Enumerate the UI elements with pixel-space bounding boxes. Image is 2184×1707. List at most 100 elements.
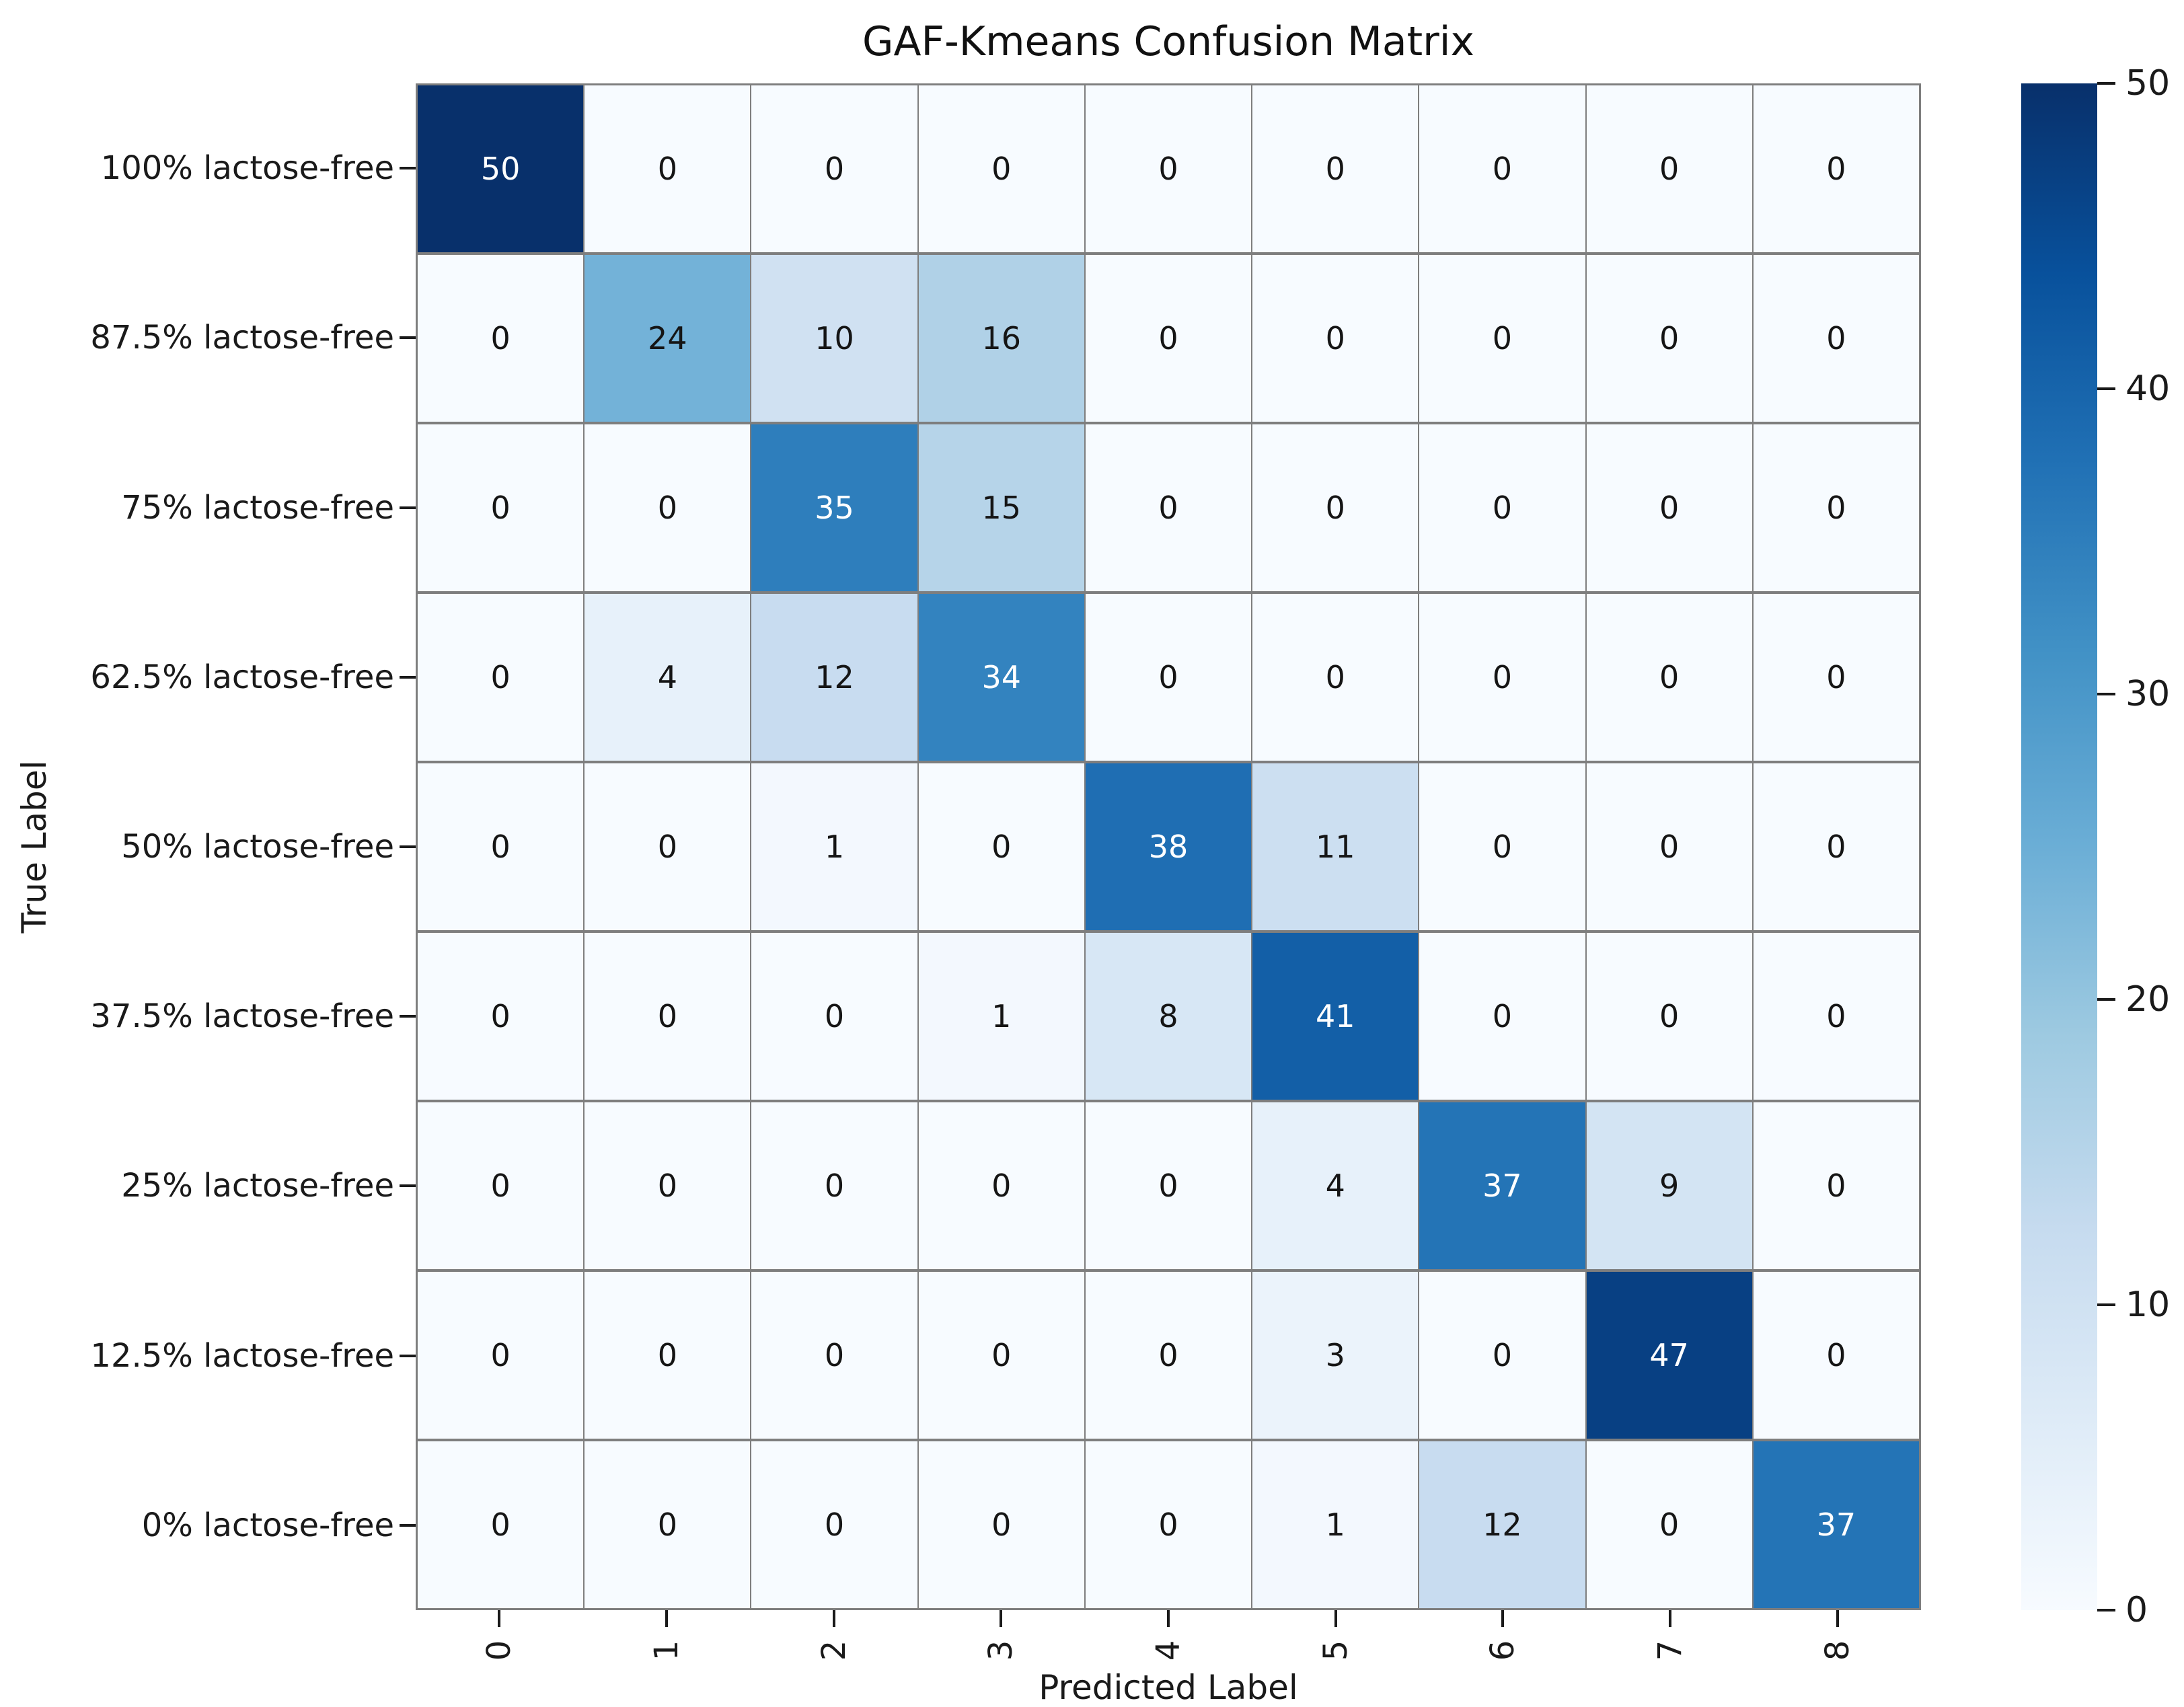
matrix-cell: 0 [1085, 255, 1252, 422]
y-tick-mark [400, 506, 416, 509]
x-tick-label: 1 [648, 1640, 685, 1661]
matrix-cell: 9 [1586, 1102, 1752, 1269]
matrix-cell: 0 [1085, 1102, 1252, 1269]
cell-value: 0 [490, 320, 511, 356]
matrix-cell: 0 [1419, 424, 1585, 591]
matrix-cell: 0 [1753, 424, 1919, 591]
cell-value: 3 [1325, 1337, 1345, 1373]
x-tick-label: 0 [480, 1640, 519, 1661]
y-tick-label: 62.5% lactose-free [90, 658, 394, 696]
matrix-cell: 0 [751, 85, 917, 252]
matrix-cell: 0 [418, 1272, 584, 1439]
matrix-cell: 0 [1419, 594, 1585, 761]
cell-value: 0 [490, 659, 511, 695]
matrix-cell: 0 [1753, 255, 1919, 422]
cell-value: 0 [657, 1168, 677, 1204]
matrix-cell: 41 [1252, 933, 1419, 1100]
y-tick-label: 50% lactose-free [121, 828, 394, 866]
matrix-cell: 0 [418, 1441, 584, 1608]
cell-value: 9 [1659, 1168, 1680, 1204]
matrix-cell: 0 [918, 1441, 1084, 1608]
y-tick-mark [400, 1354, 416, 1357]
cell-value: 24 [648, 320, 687, 356]
cell-value: 0 [657, 1507, 677, 1543]
cell-value: 8 [1158, 998, 1178, 1034]
cell-value: 0 [824, 1507, 845, 1543]
cell-value: 0 [1492, 998, 1513, 1034]
matrix-cell: 15 [918, 424, 1084, 591]
colorbar-tick-label: 10 [2125, 1285, 2171, 1325]
cell-value: 0 [991, 1168, 1012, 1204]
cell-value: 0 [1492, 490, 1513, 526]
cell-value: 0 [490, 829, 511, 865]
matrix-cell: 3 [1252, 1272, 1419, 1439]
cell-value: 0 [1325, 320, 1345, 356]
cell-value: 0 [991, 829, 1012, 865]
colorbar-gradient [2021, 83, 2097, 1610]
cell-value: 0 [1492, 151, 1513, 187]
cell-value: 0 [1158, 490, 1178, 526]
matrix-cell: 0 [1252, 85, 1419, 252]
colorbar-tick-mark [2097, 82, 2115, 85]
cell-value: 0 [1325, 490, 1345, 526]
matrix-cell: 0 [418, 255, 584, 422]
x-tick-mark [665, 1610, 668, 1627]
cell-value: 0 [1659, 659, 1680, 695]
matrix-cell: 0 [1753, 1272, 1919, 1439]
matrix-cell: 35 [751, 424, 917, 591]
matrix-cell: 37 [1419, 1102, 1585, 1269]
x-tick-mark [1836, 1610, 1839, 1627]
matrix-cell: 0 [1252, 255, 1419, 422]
chart-title: GAF-Kmeans Confusion Matrix [862, 18, 1474, 65]
cell-value: 0 [1325, 659, 1345, 695]
y-tick-label: 37.5% lactose-free [90, 997, 394, 1036]
cell-value: 1 [824, 829, 845, 865]
matrix-cell: 0 [585, 1272, 751, 1439]
matrix-cell: 4 [1252, 1102, 1419, 1269]
matrix-cell: 0 [418, 933, 584, 1100]
cell-value: 50 [480, 151, 521, 187]
x-tick-label: 2 [815, 1640, 853, 1661]
matrix-cell: 24 [585, 255, 751, 422]
matrix-cell: 4 [585, 594, 751, 761]
cell-value: 0 [1158, 1337, 1178, 1373]
matrix-cell: 0 [1419, 933, 1585, 1100]
cell-value: 12 [1482, 1507, 1522, 1543]
cell-value: 35 [815, 490, 854, 526]
cell-value: 10 [815, 320, 854, 356]
x-tick-mark [1000, 1610, 1003, 1627]
y-tick-mark [400, 1015, 416, 1018]
colorbar-tick-label: 50 [2125, 63, 2171, 104]
matrix-cell: 0 [751, 933, 917, 1100]
cell-value: 1 [1325, 1507, 1345, 1543]
matrix-cell: 0 [918, 1102, 1084, 1269]
matrix-cell: 0 [1586, 85, 1752, 252]
cell-value: 0 [657, 998, 677, 1034]
y-tick-label: 100% lactose-free [100, 149, 394, 188]
matrix-cell: 0 [1252, 424, 1419, 591]
cell-value: 0 [1826, 1337, 1846, 1373]
matrix-cell: 47 [1586, 1272, 1752, 1439]
cell-value: 47 [1649, 1337, 1689, 1373]
matrix-cell: 0 [1419, 1272, 1585, 1439]
matrix-cell: 0 [751, 1272, 917, 1439]
cell-value: 34 [981, 659, 1022, 695]
matrix-cell: 0 [1753, 933, 1919, 1100]
cell-value: 0 [1659, 829, 1680, 865]
cell-value: 38 [1148, 829, 1189, 865]
matrix-cell: 0 [1586, 763, 1752, 930]
cell-value: 0 [824, 1168, 845, 1204]
matrix-cell: 16 [918, 255, 1084, 422]
matrix-cell: 12 [751, 594, 917, 761]
x-tick-mark [1167, 1610, 1170, 1627]
matrix-cell: 1 [751, 763, 917, 930]
x-tick-mark [1334, 1610, 1337, 1627]
x-tick-label: 6 [1484, 1640, 1522, 1661]
cell-value: 0 [490, 1168, 511, 1204]
x-tick-label: 5 [1316, 1640, 1355, 1661]
matrix-cell: 0 [751, 1441, 917, 1608]
matrix-cell: 0 [1753, 594, 1919, 761]
cell-value: 0 [657, 829, 677, 865]
y-tick-mark [400, 845, 416, 848]
matrix-cell: 0 [1085, 594, 1252, 761]
